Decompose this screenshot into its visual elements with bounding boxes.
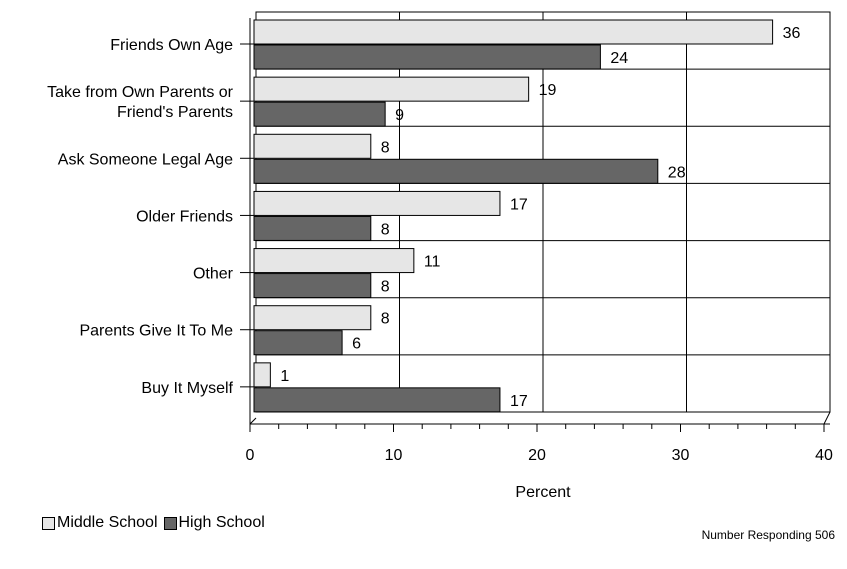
category-label: Parents Give It To Me — [79, 323, 233, 340]
bar-high-school — [253, 387, 501, 413]
bars — [253, 19, 774, 413]
x-tick-label: 20 — [528, 447, 546, 464]
data-label: 8 — [381, 279, 390, 296]
bar-high-school — [253, 273, 372, 299]
data-label: 11 — [424, 254, 441, 271]
axes — [240, 18, 831, 432]
data-label: 19 — [539, 82, 557, 99]
x-axis-title: Percent — [515, 484, 571, 501]
legend-label-middle-school: Middle School — [57, 514, 158, 531]
data-label: 17 — [510, 196, 528, 213]
data-label: 9 — [395, 107, 404, 124]
data-label: 28 — [668, 164, 686, 181]
category-label: Take from Own Parents or Friend's Parents — [47, 84, 234, 121]
axis-corner — [249, 417, 257, 425]
category-label: Buy It Myself — [141, 380, 233, 397]
bar-high-school — [253, 158, 659, 184]
bar-middle-school — [253, 76, 530, 102]
data-label: 1 — [280, 368, 289, 385]
data-label: 8 — [381, 311, 390, 328]
data-label: 8 — [381, 221, 390, 238]
x-tick-label: 10 — [385, 447, 403, 464]
x-tick-label: 30 — [672, 447, 690, 464]
data-label: 24 — [610, 50, 628, 67]
x-tick-label: 40 — [815, 447, 833, 464]
data-label: 17 — [510, 393, 528, 410]
legend-swatch-high-school — [163, 516, 177, 530]
bar-middle-school — [253, 248, 415, 274]
legend: Middle School High School — [42, 514, 271, 532]
bar-high-school — [253, 101, 386, 127]
bar-high-school — [253, 330, 343, 356]
data-label: 8 — [381, 139, 390, 156]
category-label: Ask Someone Legal Age — [58, 151, 233, 168]
legend-label-high-school: High School — [178, 514, 265, 531]
bar-middle-school — [253, 19, 774, 45]
category-label: Older Friends — [136, 208, 233, 225]
bar-high-school — [253, 215, 372, 241]
data-label: 36 — [783, 25, 801, 42]
labels: 36 24 Friends Own Age 19 9 Take from Own Pare… — [47, 25, 833, 464]
category-label: Other — [193, 266, 234, 283]
category-label: Friends Own Age — [110, 37, 233, 54]
legend-swatch-middle-school — [42, 516, 55, 530]
bar-middle-school — [253, 133, 372, 159]
respondent-count: Number Responding 506 — [701, 528, 835, 542]
x-tick-label: 0 — [246, 447, 255, 464]
bar-middle-school — [253, 362, 271, 388]
bar-high-school — [253, 44, 601, 70]
legend-item-middle-school: Middle School — [42, 514, 158, 532]
bar-middle-school — [253, 190, 501, 216]
data-label: 6 — [352, 336, 361, 353]
legend-item-high-school: High School — [163, 514, 265, 532]
axis-right-edge — [823, 411, 831, 425]
bar-middle-school — [253, 305, 372, 331]
